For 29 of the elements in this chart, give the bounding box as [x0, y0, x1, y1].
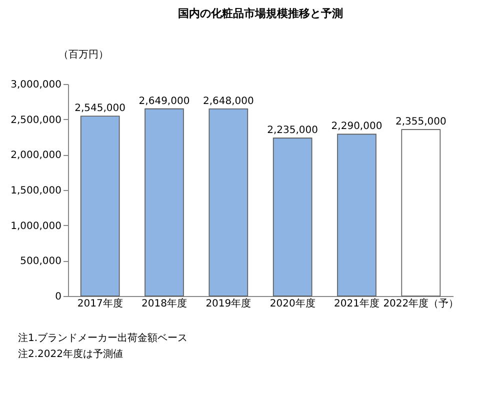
y-tick-label: 3,000,000 — [10, 80, 62, 90]
bar — [144, 108, 184, 296]
bar — [401, 129, 441, 296]
data-label: 2,235,000 — [267, 125, 318, 136]
y-axis-title: （百万円） — [58, 50, 108, 60]
data-label: 2,545,000 — [74, 103, 126, 114]
chart-title: 国内の化粧品市場規模推移と予測 — [178, 7, 343, 20]
x-tick-label: 2019年度 — [206, 298, 252, 310]
x-tick-label: 2021年度 — [334, 298, 380, 310]
y-tick-label: 1,500,000 — [10, 186, 62, 196]
x-tick-label: 2017年度 — [77, 298, 123, 310]
text: 注1.ブランドメーカー出荷金額ベース — [18, 332, 188, 344]
x-tick-label: 2022年度（予） — [383, 298, 459, 310]
bar — [80, 116, 120, 296]
y-tick-label: 1,000,000 — [10, 220, 62, 232]
data-label: 2,290,000 — [331, 121, 382, 132]
y-tick-label: 500,000 — [20, 256, 62, 268]
data-label: 2,649,000 — [138, 96, 190, 107]
x-tick-label: 2018年度 — [142, 298, 187, 310]
bar — [337, 134, 376, 296]
bar — [208, 108, 248, 296]
text: 注2.2022年度は予測値 — [18, 348, 123, 360]
y-tick-label: 0 — [55, 292, 62, 302]
data-label: 2,648,000 — [202, 96, 254, 107]
data-label: 2,355,000 — [395, 116, 446, 128]
y-tick-label: 2,500,000 — [10, 114, 62, 126]
x-tick-label: 2020年度 — [270, 298, 316, 310]
y-tick-label: 2,000,000 — [10, 150, 62, 162]
bar — [272, 138, 312, 296]
